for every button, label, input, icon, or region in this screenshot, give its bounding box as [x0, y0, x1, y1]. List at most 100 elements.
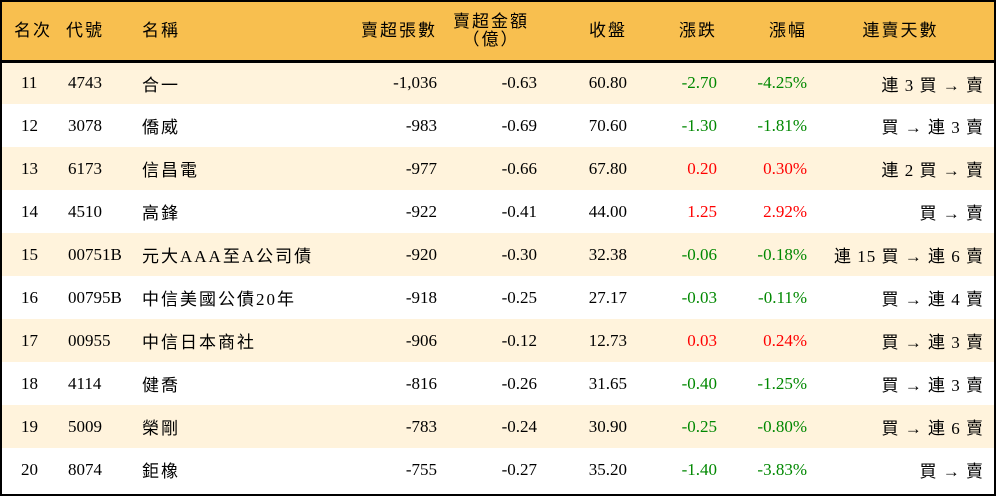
cell-change-pct: -3.83%	[757, 459, 807, 479]
cell-name[interactable]: 信昌電	[142, 161, 199, 180]
cell-close: 31.65	[588, 373, 627, 393]
cell-net-sell-amount: -0.41	[501, 201, 537, 221]
header-name: 名稱	[142, 20, 180, 40]
cell-consecutive-days: 買 → 連 6 賣	[881, 419, 984, 438]
cell-change-pct: -0.80%	[757, 416, 807, 436]
cell-consecutive-days: 買 → 連 3 賣	[881, 118, 984, 137]
header-net-sell-amount-line1: 賣超金額	[453, 11, 529, 31]
cell-close: 60.80	[588, 73, 627, 93]
cell-name[interactable]: 榮剛	[142, 419, 180, 438]
cell-rank: 18	[21, 373, 38, 393]
cell-code[interactable]: 5009	[68, 416, 102, 436]
table-row[interactable]: 20 8074 鉅橡 -755 -0.27 35.20 -1.40 -3.83%…	[2, 448, 994, 491]
cell-net-sell-amount: -0.30	[501, 244, 537, 264]
cell-net-sell-amount: -0.25	[501, 287, 537, 307]
cell-close: 30.90	[588, 416, 627, 436]
cell-rank: 15	[21, 244, 38, 264]
cell-change: -0.06	[681, 244, 717, 264]
cell-change: -1.40	[681, 459, 717, 479]
cell-consecutive-days: 連 2 買 → 賣	[881, 161, 984, 180]
cell-net-sell-lots: -922	[405, 201, 437, 221]
cell-code[interactable]: 3078	[68, 115, 102, 135]
cell-net-sell-lots: -983	[405, 115, 437, 135]
table-row[interactable]: 18 4114 健喬 -816 -0.26 31.65 -0.40 -1.25%…	[2, 362, 994, 405]
cell-close: 12.73	[588, 330, 627, 350]
cell-name[interactable]: 合一	[142, 75, 180, 95]
cell-rank: 13	[21, 158, 38, 178]
cell-change: 1.25	[687, 201, 717, 221]
cell-net-sell-amount: -0.24	[501, 416, 537, 436]
header-net-sell-amount: 賣超金額 （億）	[437, 2, 537, 61]
cell-net-sell-amount: -0.69	[501, 115, 537, 135]
cell-change: -0.40	[681, 373, 717, 393]
table-row[interactable]: 19 5009 榮剛 -783 -0.24 30.90 -0.25 -0.80%…	[2, 405, 994, 448]
table-row[interactable]: 12 3078 僑威 -983 -0.69 70.60 -1.30 -1.81%…	[2, 104, 994, 147]
cell-close: 70.60	[588, 115, 627, 135]
cell-code[interactable]: 4114	[68, 373, 102, 393]
cell-change-pct: 0.30%	[763, 158, 807, 178]
cell-close: 35.20	[588, 459, 627, 479]
cell-name[interactable]: 中信美國公債20年	[142, 290, 296, 309]
table-row[interactable]: 17 00955 中信日本商社 -906 -0.12 12.73 0.03 0.…	[2, 319, 994, 362]
cell-net-sell-lots: -1,036	[393, 73, 437, 93]
cell-change-pct: -1.81%	[757, 115, 807, 135]
cell-net-sell-lots: -906	[405, 330, 437, 350]
cell-close: 44.00	[588, 201, 627, 221]
cell-close: 32.38	[588, 244, 627, 264]
cell-rank: 17	[21, 330, 38, 350]
cell-name[interactable]: 高鋒	[142, 204, 180, 223]
cell-name[interactable]: 僑威	[142, 118, 180, 137]
cell-close: 27.17	[588, 287, 627, 307]
header-net-sell-lots: 賣超張數	[361, 20, 437, 40]
cell-rank: 16	[21, 287, 38, 307]
table-row[interactable]: 13 6173 信昌電 -977 -0.66 67.80 0.20 0.30% …	[2, 147, 994, 190]
cell-change-pct: 0.24%	[763, 330, 807, 350]
cell-rank: 12	[21, 115, 38, 135]
cell-name[interactable]: 健喬	[142, 376, 180, 395]
cell-consecutive-days: 連 15 買 → 連 6 賣	[834, 247, 984, 266]
cell-net-sell-amount: -0.63	[501, 73, 537, 93]
header-net-sell-amount-line2: （億）	[462, 29, 520, 49]
cell-change: 0.03	[687, 330, 717, 350]
cell-code[interactable]: 8074	[68, 459, 102, 479]
cell-net-sell-amount: -0.12	[501, 330, 537, 350]
cell-name[interactable]: 中信日本商社	[142, 333, 256, 352]
header-change-pct: 漲幅	[769, 20, 807, 40]
cell-consecutive-days: 買 → 賣	[919, 462, 984, 481]
cell-net-sell-amount: -0.66	[501, 158, 537, 178]
cell-net-sell-lots: -920	[405, 244, 437, 264]
cell-code[interactable]: 00795B	[68, 287, 122, 307]
cell-rank: 20	[21, 459, 38, 479]
cell-consecutive-days: 買 → 連 3 賣	[881, 376, 984, 395]
cell-net-sell-lots: -816	[405, 373, 437, 393]
cell-rank: 14	[21, 201, 38, 221]
cell-code[interactable]: 6173	[68, 158, 102, 178]
cell-code[interactable]: 4743	[68, 73, 102, 93]
cell-change: -1.30	[681, 115, 717, 135]
cell-code[interactable]: 4510	[68, 201, 102, 221]
table-row[interactable]: 16 00795B 中信美國公債20年 -918 -0.25 27.17 -0.…	[2, 276, 994, 319]
table-row[interactable]: 11 4743 合一 -1,036 -0.63 60.80 -2.70 -4.2…	[2, 61, 994, 104]
cell-name[interactable]: 鉅橡	[142, 462, 180, 481]
header-consecutive-days: 連賣天數	[862, 20, 939, 40]
header-change: 漲跌	[679, 20, 717, 40]
cell-code[interactable]: 00751B	[68, 244, 122, 264]
cell-net-sell-lots: -918	[405, 287, 437, 307]
table-row[interactable]: 15 00751B 元大AAA至A公司債 -920 -0.30 32.38 -0…	[2, 233, 994, 276]
cell-net-sell-amount: -0.26	[501, 373, 537, 393]
cell-rank: 19	[21, 416, 38, 436]
cell-change: -0.03	[681, 287, 717, 307]
cell-net-sell-lots: -755	[405, 459, 437, 479]
cell-change-pct: -1.25%	[757, 373, 807, 393]
cell-rank: 11	[21, 73, 38, 93]
table-row[interactable]: 14 4510 高鋒 -922 -0.41 44.00 1.25 2.92% 買…	[2, 190, 994, 233]
cell-code[interactable]: 00955	[68, 330, 111, 350]
cell-consecutive-days: 連 3 買 → 賣	[881, 75, 984, 95]
cell-consecutive-days: 買 → 賣	[919, 204, 984, 223]
cell-net-sell-amount: -0.27	[501, 459, 537, 479]
cell-name[interactable]: 元大AAA至A公司債	[142, 247, 314, 266]
cell-net-sell-lots: -977	[405, 158, 437, 178]
header-close: 收盤	[589, 20, 627, 40]
